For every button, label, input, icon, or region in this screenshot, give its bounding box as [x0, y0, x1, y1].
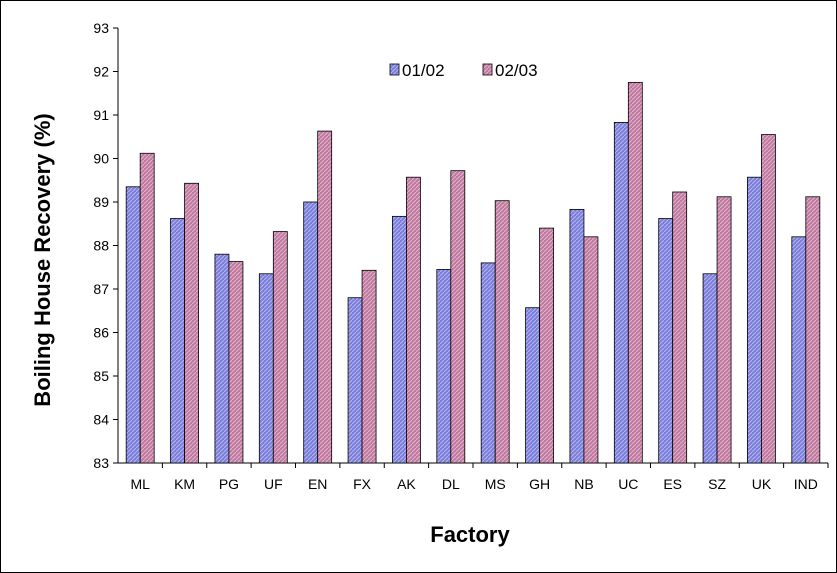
bar-uf-series-1: [258, 273, 274, 464]
bar-uc-series-1: [613, 121, 629, 464]
bar-ms-series-1: [480, 262, 496, 464]
y-tick-label: 91: [93, 107, 109, 123]
bar-uk-series-1: [747, 176, 762, 464]
bar-ml-series-1: [125, 186, 141, 464]
x-tick-labels: ML KM PG UF EN FX AK DL MS GH NB UC ES SZ UK IND: [130, 476, 817, 492]
bar-en-series-1: [303, 201, 319, 464]
x-tick-label: ES: [663, 476, 682, 492]
y-tick-labels: 83 84 85 86 87 88 89 90 91 92 93: [93, 20, 109, 471]
x-tick-label: NB: [574, 476, 593, 492]
y-tick-label: 84: [93, 412, 109, 428]
x-tick-label: KM: [174, 476, 195, 492]
x-tick-label: IND: [794, 476, 818, 492]
bar-gh-series-1: [525, 307, 540, 464]
bar-ak-series-2: [406, 176, 421, 464]
y-tick-label: 85: [93, 368, 109, 384]
x-tick-label: UF: [264, 476, 283, 492]
x-tick-label: UK: [752, 476, 772, 492]
bar-ind-series-2: [805, 196, 821, 464]
legend-swatch-series-1: [389, 63, 400, 76]
bar-dl-series-1: [436, 269, 452, 464]
y-tick-label: 87: [93, 281, 109, 297]
legend: 01/02 02/03: [389, 61, 538, 80]
y-tick-label: 93: [93, 20, 109, 36]
x-tick-label: FX: [353, 476, 372, 492]
bar-es-series-2: [672, 191, 688, 464]
bar-fx-series-1: [347, 297, 363, 464]
bar-sz-series-2: [716, 196, 732, 464]
bar-dl-series-2: [450, 170, 466, 464]
legend-label-series-2: 02/03: [495, 61, 538, 80]
x-tick-label: MS: [485, 476, 506, 492]
x-tick-label: EN: [308, 476, 327, 492]
y-tick-label: 86: [93, 325, 109, 341]
x-tick-label: SZ: [708, 476, 726, 492]
y-tick-label: 89: [93, 194, 109, 210]
x-tick-label: AK: [397, 476, 416, 492]
x-axis-title: Factory: [430, 522, 510, 547]
legend-label-series-1: 01/02: [402, 61, 445, 80]
x-tick-label: PG: [219, 476, 239, 492]
legend-swatch-series-2: [482, 63, 493, 76]
bar-ak-series-1: [392, 215, 407, 464]
bar-pg-series-1: [214, 253, 230, 464]
y-tick-label: 83: [93, 455, 109, 471]
bar-sz-series-1: [702, 273, 718, 464]
y-tick-label: 92: [93, 64, 109, 80]
bar-en-series-2: [317, 130, 333, 464]
bar-ms-series-2: [494, 200, 510, 464]
y-tick-label: 90: [93, 151, 109, 167]
x-tick-label: UC: [618, 476, 638, 492]
bar-nb-series-2: [583, 236, 599, 464]
bar-gh-series-2: [539, 227, 554, 464]
bar-ind-series-1: [791, 236, 807, 464]
bar-uc-series-2: [627, 81, 643, 464]
y-tick-label: 88: [93, 238, 109, 254]
bars: [125, 81, 821, 464]
bar-nb-series-1: [569, 208, 585, 464]
bar-pg-series-2: [228, 261, 244, 464]
bar-km-series-1: [170, 218, 185, 464]
bar-ml-series-2: [139, 152, 155, 464]
bar-uf-series-2: [272, 231, 288, 464]
bar-fx-series-2: [361, 269, 377, 464]
bar-es-series-1: [658, 218, 674, 464]
bar-uk-series-2: [761, 134, 776, 464]
x-tick-label: DL: [442, 476, 460, 492]
y-axis-title: Boiling House Recovery (%): [30, 113, 55, 406]
x-tick-label: ML: [130, 476, 150, 492]
x-tick-label: GH: [529, 476, 550, 492]
bar-km-series-2: [184, 182, 199, 464]
